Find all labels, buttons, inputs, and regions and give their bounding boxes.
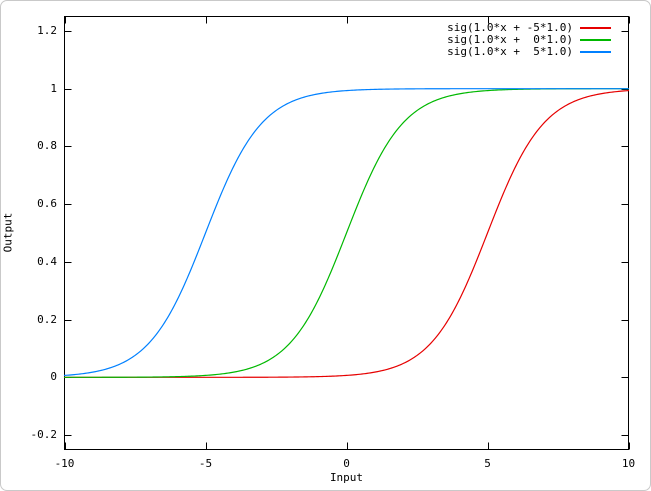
legend-line-sample-icon xyxy=(580,51,611,53)
legend-label: sig(1.0*x + -5*1.0) xyxy=(447,21,573,34)
y-tick-label: 0 xyxy=(50,370,57,384)
legend: sig(1.0*x + -5*1.0) sig(1.0*x + 0*1.0) s… xyxy=(447,22,611,58)
y-tick-label: 1.2 xyxy=(37,23,57,37)
x-tick-label: -10 xyxy=(54,457,75,470)
x-axis-title: Input xyxy=(329,471,364,484)
x-tick-label: -5 xyxy=(198,457,213,470)
legend-label: sig(1.0*x + 5*1.0) xyxy=(447,45,573,58)
y-tick-label: 0.8 xyxy=(37,139,57,153)
legend-line-sample-icon xyxy=(580,39,611,41)
x-tick-label: 10 xyxy=(621,457,636,470)
y-tick-label: 1 xyxy=(50,81,57,95)
y-tick-label: -0.2 xyxy=(30,428,58,442)
x-tick-label: 5 xyxy=(484,457,491,470)
legend-item: sig(1.0*x + 5*1.0) xyxy=(447,46,611,58)
series-curve-1 xyxy=(63,88,630,378)
legend-line-sample-icon xyxy=(580,27,611,29)
y-axis-title: Output xyxy=(1,212,15,253)
legend-item: sig(1.0*x + -5*1.0) xyxy=(447,22,611,34)
plot-border xyxy=(64,16,629,450)
y-tick-label: 0.2 xyxy=(37,312,57,326)
series-curve-2 xyxy=(63,88,630,376)
x-tick-label: 0 xyxy=(343,457,350,470)
y-tick-label: 0.6 xyxy=(37,197,57,211)
legend-item: sig(1.0*x + 0*1.0) xyxy=(447,34,611,46)
y-tick-label: 0.4 xyxy=(37,254,57,268)
legend-label: sig(1.0*x + 0*1.0) xyxy=(447,33,573,46)
